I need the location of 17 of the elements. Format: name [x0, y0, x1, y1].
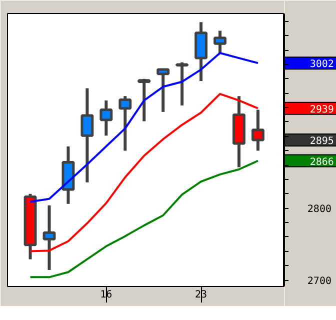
text: 3002 — [310, 59, 334, 70]
candlestick — [100, 100, 113, 136]
candlestick — [118, 96, 132, 151]
line-series — [29, 92, 259, 252]
text: 2939 — [310, 104, 334, 116]
line-series — [29, 52, 259, 203]
candlestick — [138, 78, 151, 122]
candlestick — [156, 68, 170, 112]
text: 2895 — [310, 136, 334, 147]
y-tick-label: 2800 — [307, 204, 332, 216]
y-tick-label: 2700 — [307, 276, 332, 288]
candlestick — [80, 88, 94, 182]
line-series — [29, 160, 259, 278]
text: 2866 — [310, 156, 334, 168]
candlestick — [176, 62, 189, 106]
candlestick — [42, 205, 56, 270]
candlestick — [214, 30, 226, 54]
